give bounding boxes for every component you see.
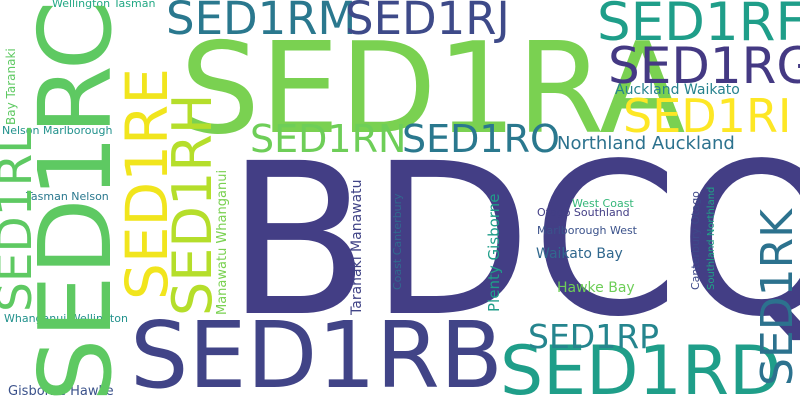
word: Manawatu Whanganui — [215, 169, 230, 315]
word: Southland Northland — [706, 186, 717, 290]
word: SED1RN — [250, 117, 407, 161]
word: Canterbury Otago — [689, 191, 702, 290]
word: West Coast — [572, 197, 634, 210]
word: SED1RM — [166, 0, 357, 45]
word: Taranaki Manawatu — [349, 179, 365, 315]
word: Coast Canterbury — [391, 193, 404, 290]
word: BDCQ — [226, 118, 800, 363]
word: Waikato Bay — [536, 246, 623, 262]
word: SED1RO — [402, 117, 560, 161]
word: Gisborne Hawke — [8, 384, 114, 399]
word: SED1RP — [528, 317, 660, 356]
word: Auckland Waikato — [615, 82, 740, 98]
word: SED1RF — [597, 0, 800, 53]
word: SED1RH — [161, 93, 224, 316]
word: SED1RI — [623, 89, 792, 143]
word: Nelson Marlborough — [2, 124, 113, 137]
word: Bay Taranaki — [4, 48, 18, 125]
word: SED1RK — [752, 208, 800, 386]
word: Marlborough West — [537, 224, 637, 237]
word: SED1RL — [0, 127, 43, 312]
word: Tasman Nelson — [26, 190, 109, 203]
word: SED1RB — [130, 302, 503, 400]
word: Plenty Gisborne — [485, 193, 503, 312]
word: Hawke Bay — [557, 280, 635, 296]
word: Northland Auckland — [557, 133, 735, 154]
word: SED1RA — [180, 15, 686, 162]
word: SED1RG — [608, 37, 800, 95]
word: Otago Southland — [537, 206, 630, 219]
word: SED1RD — [500, 332, 782, 400]
word: Wellington Tasman — [52, 0, 156, 10]
word: SED1RJ — [345, 0, 510, 45]
word: Whanganui Wellington — [4, 312, 128, 325]
